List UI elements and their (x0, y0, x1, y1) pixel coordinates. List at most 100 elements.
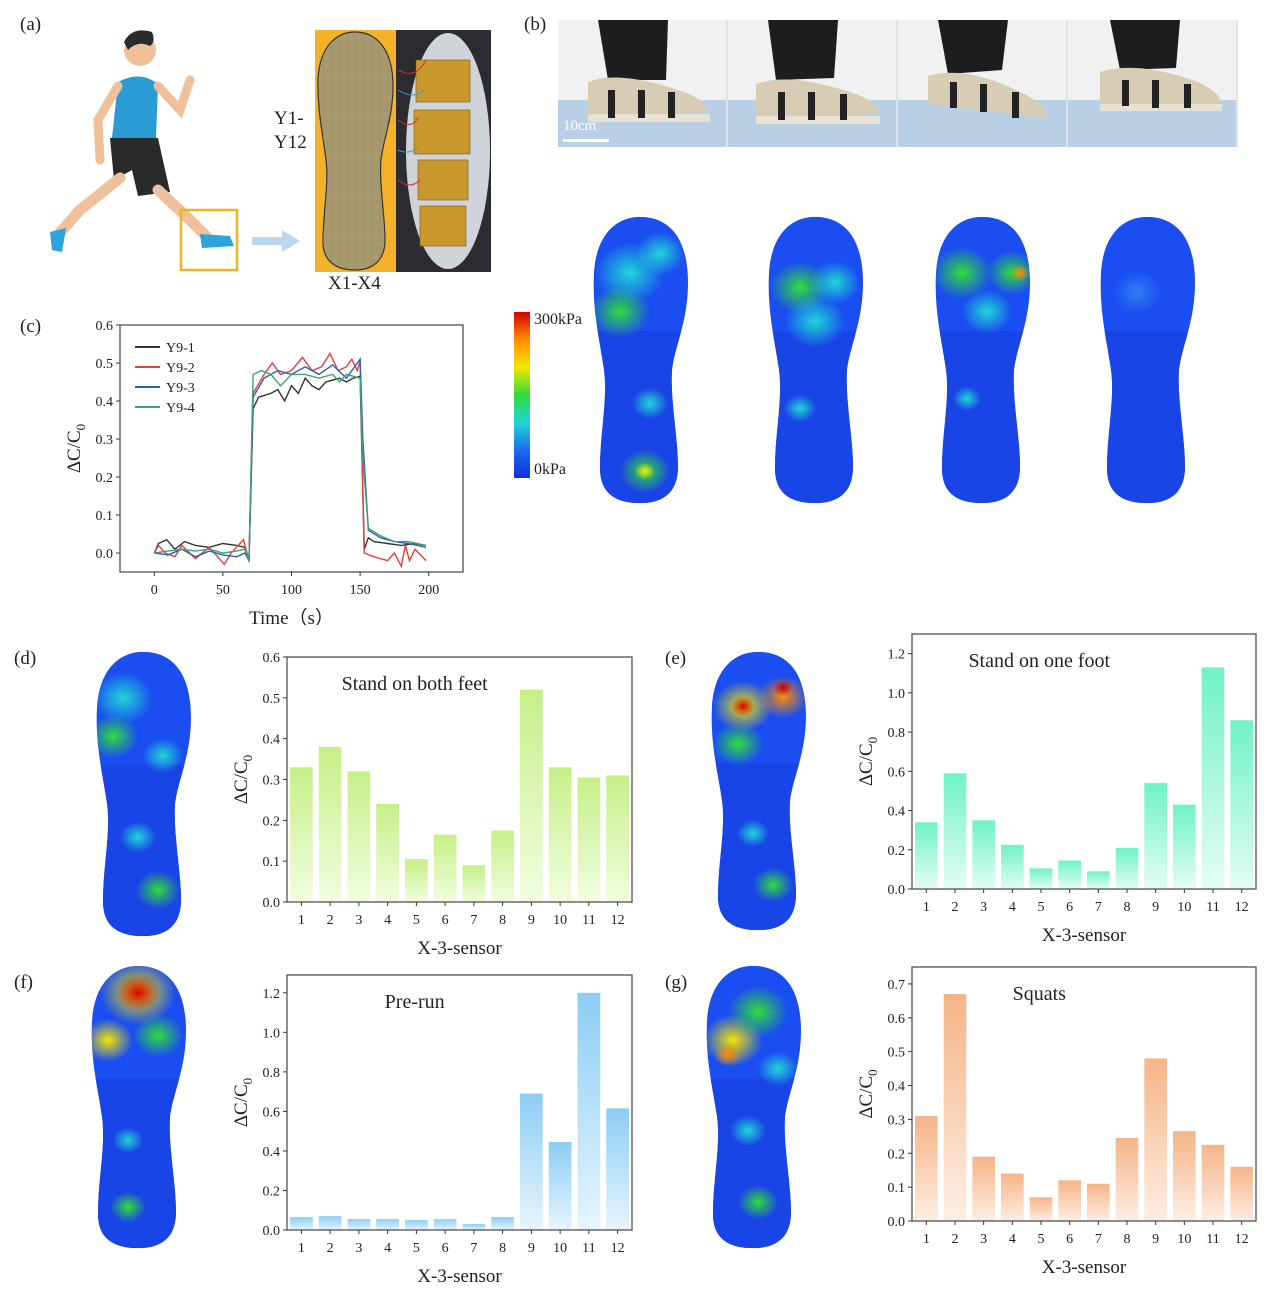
x-tick-label: 0 (151, 583, 158, 598)
insole-y-label-2: Y12 (274, 132, 307, 153)
pressure-hotspot (773, 679, 793, 697)
y-axis-label-subscript: 0 (73, 424, 88, 431)
y-axis-label-subscript: 0 (865, 1069, 880, 1076)
bar-chart-d: 1 2 3 4 5 6 7 8 9 10 11 120.00.10.20.30.40.50.6Stan… (231, 651, 633, 959)
insole-x-label: X1-X4 (328, 273, 381, 294)
pressure-hotspot (728, 985, 788, 1038)
x-tick-label: 9 (528, 913, 535, 928)
bar-7 (1087, 1183, 1110, 1221)
insole-diagram (315, 30, 396, 272)
y-tick-label: 0.3 (96, 433, 114, 448)
bar-7 (462, 1224, 486, 1230)
pressure-hotspot (785, 295, 845, 348)
y-tick-label: 0.4 (888, 1080, 906, 1095)
pressure-map-g (706, 965, 802, 1249)
pressure-hotspot (632, 387, 668, 420)
pressure-hotspot (784, 394, 816, 423)
bar-7 (1087, 871, 1110, 889)
y-tick-label: 0.3 (888, 1113, 906, 1128)
bar-6 (1058, 1180, 1081, 1221)
legend-label: Y9-4 (166, 401, 195, 416)
bar-1 (290, 1217, 313, 1230)
heatmap-base-lower (1100, 331, 1196, 504)
y-axis-label-subscript: 0 (240, 1078, 255, 1085)
x-tick-label: 11 (582, 913, 595, 928)
heatmap-base-lower (706, 1078, 802, 1249)
x-tick-label: 4 (1009, 900, 1016, 915)
heatmap-layer (1100, 216, 1196, 504)
bar-10 (1173, 1131, 1196, 1221)
y-axis-label: ΔC/C0 (231, 1078, 255, 1127)
bar-1 (290, 767, 313, 902)
x-tick-label: 12 (611, 1241, 625, 1256)
y-tick-label: 1.0 (888, 687, 906, 702)
panel-label-c: (c) (20, 316, 42, 337)
bar-10 (548, 767, 572, 902)
x-tick-label: 4 (384, 913, 391, 928)
bar-chart-f: 1 2 3 4 5 6 7 8 9 10 11 120.00.20.40.60.81.01.2 Pre-… (231, 974, 633, 1285)
y-tick-label: 1.2 (263, 987, 281, 1002)
bar-3 (972, 820, 995, 889)
chart-title: Squats (1013, 983, 1067, 1005)
x-tick-label: 6 (1066, 1232, 1073, 1247)
bar-1 (915, 1116, 938, 1221)
bar-12 (1230, 720, 1253, 889)
plot-frame (911, 966, 1257, 1222)
bar-6 (433, 834, 457, 902)
chart-title: Stand on one foot (968, 650, 1110, 672)
x-tick-label: 1 (923, 1232, 930, 1247)
y-tick-label: 0.0 (263, 1224, 281, 1239)
legend-label: Y9-2 (166, 361, 195, 376)
bar-5 (1029, 868, 1053, 889)
panel-label-d: (d) (14, 648, 37, 669)
pressure-map-b2 (768, 216, 864, 504)
x-tick-label: 50 (216, 583, 230, 598)
bar-5 (405, 1220, 428, 1230)
plot-frame (286, 974, 633, 1231)
x-tick-label: 11 (1206, 1232, 1219, 1247)
heatmap-layer (706, 965, 802, 1249)
y-axis-label-main: ΔC/C (231, 1084, 252, 1127)
x-tick-label: 5 (1038, 900, 1045, 915)
bar-2 (943, 773, 967, 889)
pressure-hotspot (96, 672, 153, 724)
pressure-hotspot (935, 246, 992, 300)
bar-3 (972, 1156, 995, 1221)
pressure-hotspot (713, 722, 763, 766)
x-tick-label: 2 (327, 1241, 334, 1256)
y-tick-label: 0.0 (96, 547, 114, 562)
x-tick-label: 8 (499, 1241, 506, 1256)
x-tick-label: 10 (1177, 1232, 1191, 1247)
series-line-Y9-4 (154, 369, 427, 561)
pressure-hotspot (758, 1051, 798, 1087)
y-tick-label: 0.6 (888, 1012, 906, 1027)
bar-chart-e: 1 2 3 4 5 6 7 8 9 10 11 120.00.20.40.60.81.01.2 Stan… (856, 633, 1257, 946)
y-tick-label: 0.5 (888, 1046, 906, 1061)
y-axis-label-main: ΔC/C (64, 430, 85, 473)
bar-chart-g: 1 2 3 4 5 6 7 8 9 10 11 120.00.10.20.30.40.50.60.7 S… (856, 966, 1257, 1278)
bar-3 (347, 1219, 371, 1230)
x-tick-label: 2 (952, 1232, 959, 1247)
bar-2 (318, 746, 342, 902)
y-tick-label: 0.4 (96, 395, 114, 410)
pressure-hotspot (714, 1042, 742, 1067)
y-tick-label: 0.0 (888, 883, 906, 898)
x-tick-label: 7 (470, 913, 477, 928)
y-tick-label: 0.0 (263, 896, 281, 911)
y-tick-label: 0.2 (96, 471, 114, 486)
y-tick-label: 0.2 (888, 1147, 906, 1162)
x-tick-label: 4 (1009, 1232, 1016, 1247)
x-tick-label: 9 (528, 1241, 535, 1256)
y-axis-label-subscript: 0 (865, 737, 880, 744)
shoe-photo-strip: 10cm (558, 20, 1238, 147)
x-tick-label: 3 (355, 1241, 362, 1256)
y-axis-label: ΔC/C0 (856, 1069, 880, 1118)
panel-label-g: (g) (665, 972, 688, 993)
bar-12 (606, 775, 629, 902)
y-tick-label: 0.6 (263, 1105, 281, 1120)
bar-9 (1144, 1058, 1167, 1221)
pressure-hotspot (738, 1185, 778, 1220)
y-tick-label: 0.5 (96, 357, 114, 372)
pressure-hotspot (737, 819, 769, 847)
pressure-hotspot (962, 289, 1012, 334)
